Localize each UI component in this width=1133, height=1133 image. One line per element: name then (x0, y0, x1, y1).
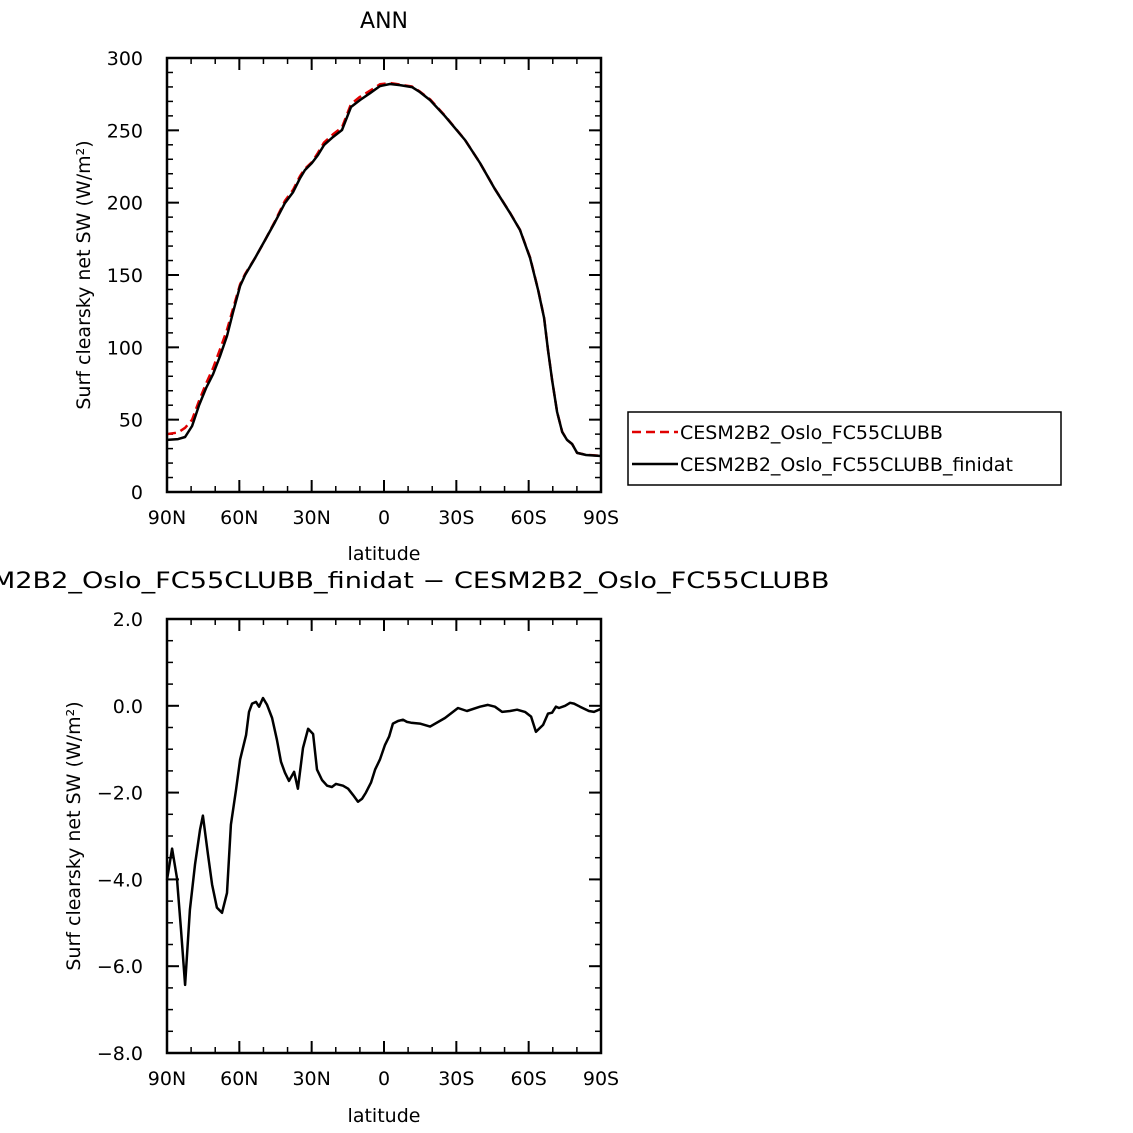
y-tick-label: −8.0 (97, 1043, 143, 1065)
y-tick-label: 250 (107, 120, 143, 142)
y-tick-label: 50 (119, 410, 143, 432)
x-tick-label: 60S (511, 1068, 547, 1090)
difference-panel: CESM2B2_Oslo_FC55CLUBB_finidat − CESM2B2… (0, 569, 830, 1127)
top-panel: ANN 0 50 100 150 200 250 300 90N 60N 30N 0 30S 60S 90S… (73, 9, 619, 565)
series-line-cesm2b2-oslo-fc55clubb-finidat (166, 82, 602, 458)
chart-title: CESM2B2_Oslo_FC55CLUBB_finidat − CESM2B2… (0, 569, 830, 594)
y-tick-label: 300 (107, 48, 143, 70)
x-tick-label: 90N (148, 1068, 186, 1090)
x-tick-label: 90N (148, 507, 186, 529)
series-line-difference (165, 696, 602, 987)
y-tick-label: −4.0 (97, 869, 143, 891)
x-tick-label: 30S (438, 1068, 474, 1090)
x-tick-label: 90S (583, 507, 619, 529)
x-tick-label: 60N (220, 1068, 258, 1090)
x-tick-label: 30N (292, 1068, 330, 1090)
x-tick-label: 0 (378, 1068, 390, 1090)
series-line-cesm2b2-oslo-fc55clubb (166, 81, 602, 458)
y-axis-label: Surf clearsky net SW (W/m²) (63, 701, 85, 970)
x-axis-label: latitude (348, 1105, 421, 1127)
legend-label: CESM2B2_Oslo_FC55CLUBB (680, 422, 943, 444)
legend-label: CESM2B2_Oslo_FC55CLUBB_finidat (680, 454, 1013, 476)
x-tick-label: 60N (220, 507, 258, 529)
x-tick-label: 30S (438, 507, 474, 529)
x-tick-label: 60S (511, 507, 547, 529)
x-tick-label: 90S (583, 1068, 619, 1090)
plot-frame (165, 617, 603, 1055)
legend: CESM2B2_Oslo_FC55CLUBB CESM2B2_Oslo_FC55C… (627, 411, 1062, 486)
legend-box (627, 411, 1062, 486)
y-tick-label: 150 (107, 265, 143, 287)
chart-title: ANN (360, 9, 408, 34)
y-tick-label: 0 (131, 482, 143, 504)
x-tick-label: 30N (292, 507, 330, 529)
y-tick-label: −2.0 (97, 783, 143, 805)
y-tick-label: 100 (107, 337, 143, 359)
y-tick-label: −6.0 (97, 956, 143, 978)
y-tick-label: 2.0 (113, 609, 143, 631)
y-tick-label: 200 (107, 193, 143, 215)
x-axis-label: latitude (348, 543, 421, 565)
x-tick-label: 0 (378, 507, 390, 529)
y-tick-label: 0.0 (113, 696, 143, 718)
plot-frame (165, 56, 603, 494)
y-axis-label: Surf clearsky net SW (W/m²) (73, 140, 95, 409)
